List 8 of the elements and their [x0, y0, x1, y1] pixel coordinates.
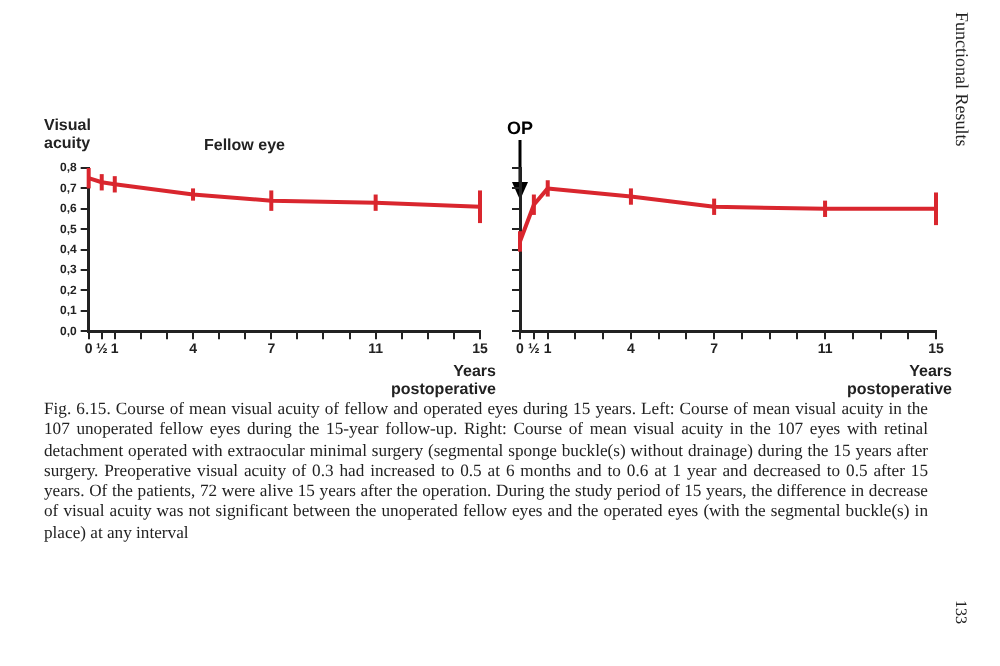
x-axis-title: Years postoperative: [845, 362, 952, 398]
text: Functional Results: [952, 12, 972, 147]
chart-title: Fellow eye: [204, 136, 285, 154]
caption: Fig. 6.15. Course of mean visual acuity of fellow and operated eyes during 15 years. Left: Course of mean visual acuity in the 107 unoperated fellow eyes during the 15-year follow-up. Right: Course of mean visual acuity in the 107 eyes with retinal detachment operated with extraocular minimal surgery (segmental sponge buckle(s) without drainage) during the 15 years after surgery. Preoperative visual acuity of 0.3 had increased to 0.5 at 6 months and to 0.6 at 1 year and decreased to 0.5 after 15 years. Of the patients, 72 were alive 15 years after the operation. During the study period of 15 years, the difference in decrease of visual acuity was not significant between the unoperated fellow eyes and the operated eyes (with the segmental buckle(s) in place) at any interval: [44, 398, 928, 543]
y-axis-title: Visual acuity: [44, 116, 93, 152]
text: OP: [504, 118, 535, 138]
text: 133: [952, 600, 970, 624]
x-axis-title: Years postoperative: [389, 362, 496, 398]
